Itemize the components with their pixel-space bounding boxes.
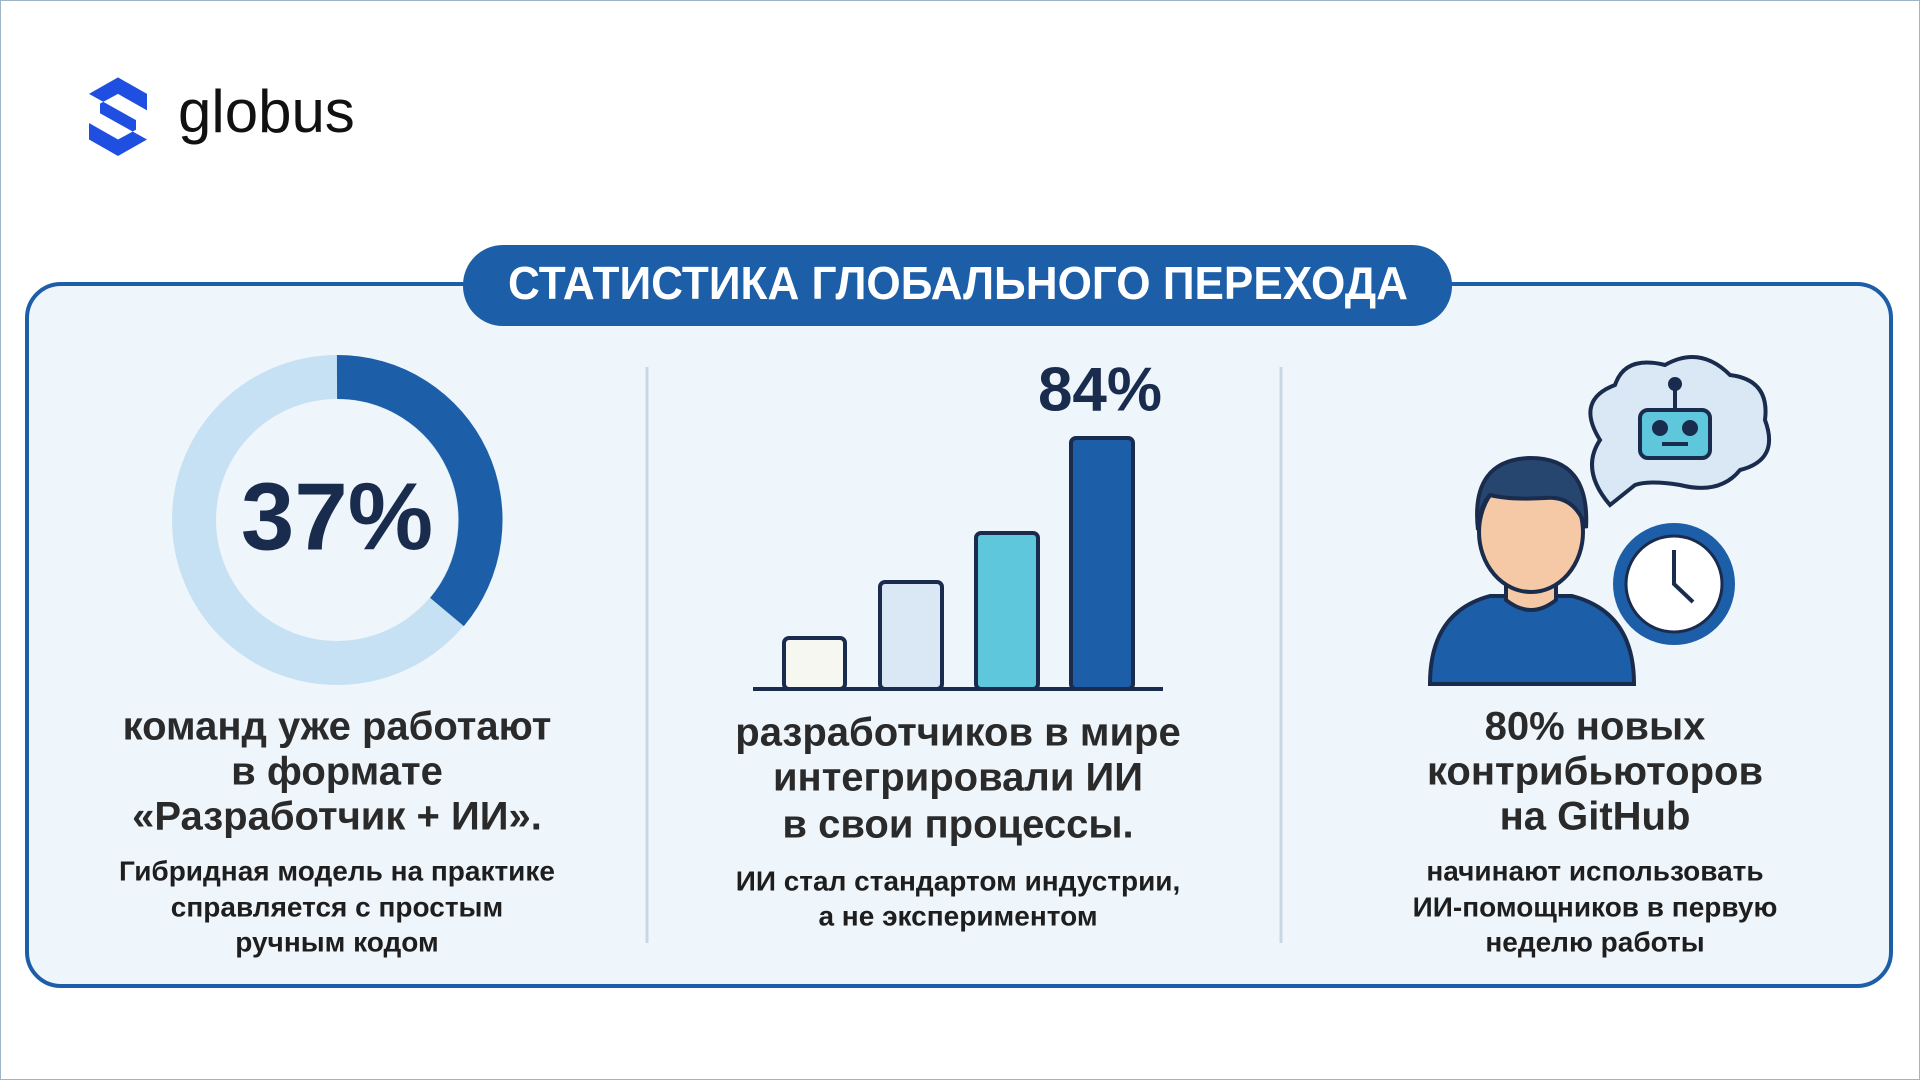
note: ИИ-помощников в первую	[1413, 891, 1778, 922]
robot-cloud	[1588, 355, 1771, 508]
logo-text: globus	[178, 78, 355, 145]
title-pill	[463, 245, 1452, 326]
note: ручным кодом	[235, 926, 438, 957]
stat: 37%	[241, 463, 433, 570]
headline: в свои процессы.	[782, 803, 1133, 847]
note: Гибридная модель на практике	[119, 855, 555, 886]
headline: в формате	[231, 750, 443, 794]
headline: «Разработчик + ИИ».	[132, 795, 542, 839]
person-icon	[1427, 455, 1637, 686]
note: а не экспериментом	[818, 900, 1097, 931]
headline: разработчиков в мире	[735, 711, 1180, 755]
headline: контрибьюторов	[1427, 750, 1763, 794]
headline: на GitHub	[1500, 795, 1691, 839]
note: неделю работы	[1485, 926, 1704, 957]
note: ИИ стал стандартом индустрии,	[736, 865, 1181, 896]
headline: 80% новых	[1485, 705, 1706, 749]
note: справляется с простым	[171, 891, 503, 922]
headline: интегрировали ИИ	[773, 756, 1143, 800]
note: начинают использовать	[1426, 855, 1763, 886]
logo-icon	[89, 77, 147, 156]
title: СТАТИСТИКА ГЛОБАЛЬНОГО ПЕРЕХОДА	[508, 257, 1408, 309]
donut-arc	[336, 354, 503, 627]
clock-icon	[1613, 523, 1735, 645]
headline: команд уже работают	[123, 705, 552, 749]
bars-icon	[753, 436, 1163, 691]
stat: 84%	[1038, 355, 1162, 424]
